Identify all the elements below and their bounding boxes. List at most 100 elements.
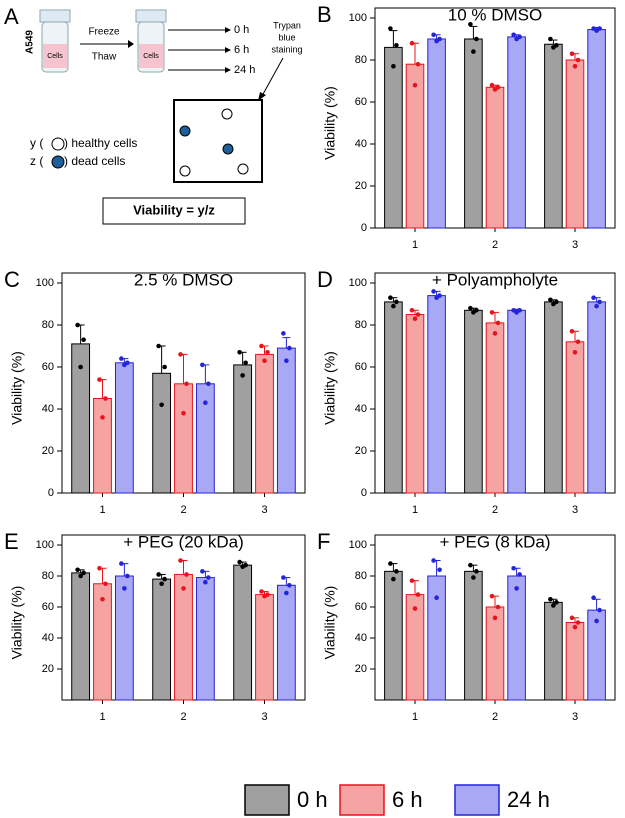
data-point — [517, 572, 522, 577]
data-point — [184, 572, 189, 577]
data-point — [125, 573, 130, 579]
y-tick-label: 40 — [42, 632, 54, 644]
panel-a: A A549 Cells Freeze Thaw Cells 0 h 6 h 2… — [4, 4, 303, 225]
y-tick-label: 80 — [355, 319, 367, 331]
data-point — [431, 32, 436, 38]
data-point — [284, 590, 289, 596]
data-point — [81, 337, 86, 343]
data-point — [569, 51, 575, 56]
data-point — [412, 82, 418, 88]
data-point — [591, 595, 596, 600]
panel-label: C — [4, 267, 20, 292]
bar — [427, 575, 446, 701]
bar — [233, 564, 253, 701]
tube-content — [139, 44, 163, 68]
bar — [565, 341, 585, 494]
y-tick-label: 0 — [361, 487, 367, 499]
x-tick-label: 3 — [572, 239, 578, 251]
y-tick-label: 80 — [355, 570, 367, 582]
data-point — [468, 305, 473, 311]
data-point — [103, 396, 108, 401]
y-tick-label: 20 — [355, 180, 367, 192]
bar — [174, 573, 193, 701]
data-point — [431, 289, 436, 294]
data-point — [548, 596, 553, 602]
y-tick-label: 60 — [355, 96, 367, 108]
bar — [507, 36, 526, 229]
bar — [195, 383, 215, 494]
bar — [255, 594, 274, 701]
time-arrows — [168, 29, 225, 71]
y-axis-label: Viability (%) — [9, 351, 25, 425]
bar — [507, 575, 526, 701]
bar — [464, 309, 483, 494]
x-tick-label: 2 — [492, 711, 498, 723]
bar — [507, 309, 526, 494]
bar — [195, 577, 215, 701]
data-point — [178, 352, 183, 357]
data-point — [554, 43, 559, 48]
y-axis-label: Viability (%) — [322, 86, 338, 160]
data-point — [597, 26, 602, 31]
data-point — [468, 562, 473, 568]
bar — [587, 609, 606, 701]
data-point — [200, 569, 205, 574]
data-point — [162, 364, 167, 370]
data-point — [78, 364, 83, 370]
chart-title: + PEG (8 kDa) — [439, 532, 550, 551]
data-point — [281, 575, 286, 580]
bar — [71, 572, 91, 701]
data-point — [259, 589, 264, 594]
data-point — [287, 583, 292, 588]
data-point — [431, 558, 436, 563]
data-point — [103, 581, 108, 587]
data-point — [200, 362, 205, 368]
y-tick-label: 60 — [355, 361, 367, 373]
y-tick-label: 60 — [42, 601, 54, 613]
y-tick-label: 40 — [42, 403, 54, 415]
data-point — [281, 331, 286, 336]
bar — [384, 46, 403, 229]
data-point — [511, 565, 516, 571]
legend-text: z ( — [30, 154, 43, 168]
x-tick-label: 2 — [492, 504, 498, 516]
data-point — [184, 381, 189, 387]
data-point — [265, 350, 270, 355]
data-point — [517, 308, 522, 313]
data-point — [412, 316, 418, 322]
y-tick-label: 100 — [36, 539, 54, 551]
tube-label: Cells — [47, 53, 63, 60]
x-tick-label: 3 — [261, 711, 267, 723]
data-point — [594, 303, 599, 309]
y-tick-label: 0 — [361, 222, 367, 234]
arrow — [261, 57, 284, 97]
bar — [233, 364, 253, 494]
healthy-cell — [51, 137, 65, 151]
bar — [565, 59, 585, 229]
data-point — [569, 615, 575, 621]
legend-label: 24 h — [507, 787, 550, 812]
data-point — [97, 565, 102, 571]
data-point — [492, 615, 498, 621]
legend-text: y ( — [30, 136, 43, 150]
tube-label: Cells — [143, 53, 159, 60]
panel-label: E — [4, 529, 19, 554]
data-point — [495, 320, 501, 326]
data-point — [412, 606, 418, 611]
data-point — [178, 558, 183, 563]
data-point — [203, 579, 208, 585]
data-point — [569, 329, 575, 334]
bar — [405, 63, 425, 229]
data-point — [125, 360, 130, 366]
data-point — [97, 377, 102, 382]
data-point — [572, 64, 578, 69]
x-tick-label: 1 — [412, 504, 418, 516]
bar — [384, 301, 403, 494]
data-point — [388, 561, 393, 566]
x-tick-label: 2 — [492, 239, 498, 251]
step: Thaw — [92, 52, 117, 63]
x-tick-label: 1 — [412, 711, 418, 723]
data-point — [471, 575, 476, 580]
formula-box — [102, 197, 246, 225]
data-point — [237, 559, 242, 565]
